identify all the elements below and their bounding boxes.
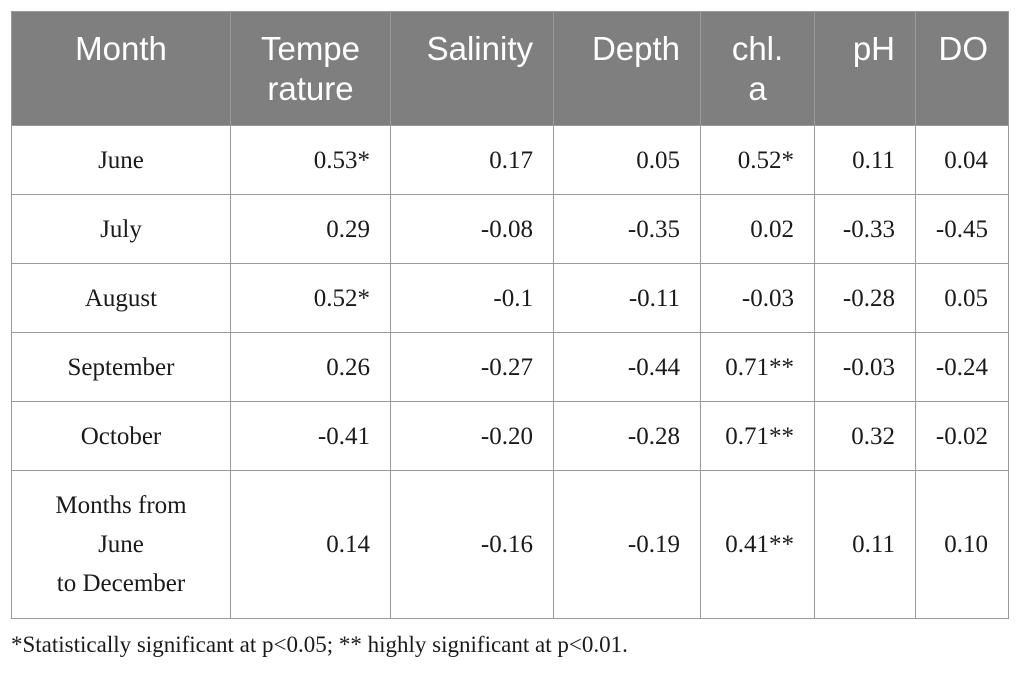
cell-temperature: 0.53* (230, 125, 391, 195)
cell-salinity: -0.08 (390, 194, 554, 264)
header-month: Month (11, 11, 231, 126)
header-temperature-text: Tempe rature (260, 30, 361, 107)
cell-do: 0.04 (915, 125, 1009, 195)
cell-salinity: -0.16 (390, 470, 554, 619)
cell-do: -0.02 (915, 401, 1009, 471)
header-ph: pH (814, 11, 916, 126)
cell-chl-a: 0.52* (700, 125, 815, 195)
correlation-table: Month Tempe rature Salinity Depth chl. a… (11, 11, 1009, 619)
cell-temperature: 0.14 (230, 470, 391, 619)
row-month-text: Months from June to December (55, 492, 187, 597)
header-chl-a-text: chl. a (731, 30, 784, 107)
cell-do: 0.10 (915, 470, 1009, 619)
cell-do: -0.45 (915, 194, 1009, 264)
cell-chl-a: -0.03 (700, 263, 815, 333)
cell-depth: -0.44 (553, 332, 701, 402)
cell-temperature: -0.41 (230, 401, 391, 471)
cell-chl-a: 0.71** (700, 332, 815, 402)
row-month: Months from June to December (11, 470, 231, 619)
cell-ph: -0.03 (814, 332, 916, 402)
cell-chl-a: 0.41** (700, 470, 815, 619)
header-do: DO (915, 11, 1009, 126)
table-row: September 0.26 -0.27 -0.44 0.71** -0.03 … (11, 332, 1009, 402)
cell-salinity: -0.27 (390, 332, 554, 402)
table-row: July 0.29 -0.08 -0.35 0.02 -0.33 -0.45 (11, 194, 1009, 264)
cell-salinity: -0.1 (390, 263, 554, 333)
table-footnote: *Statistically significant at p<0.05; **… (11, 632, 628, 657)
row-month: October (11, 401, 231, 471)
cell-depth: -0.35 (553, 194, 701, 264)
cell-depth: 0.05 (553, 125, 701, 195)
cell-ph: 0.11 (814, 125, 916, 195)
table-row: Months from June to December 0.14 -0.16 … (11, 470, 1009, 619)
cell-temperature: 0.26 (230, 332, 391, 402)
row-month: September (11, 332, 231, 402)
cell-depth: -0.11 (553, 263, 701, 333)
cell-ph: 0.11 (814, 470, 916, 619)
row-month: June (11, 125, 231, 195)
table-row: August 0.52* -0.1 -0.11 -0.03 -0.28 0.05 (11, 263, 1009, 333)
cell-salinity: -0.20 (390, 401, 554, 471)
cell-salinity: 0.17 (390, 125, 554, 195)
header-row: Month Tempe rature Salinity Depth chl. a… (11, 11, 1009, 126)
header-depth: Depth (553, 11, 701, 126)
cell-do: -0.24 (915, 332, 1009, 402)
header-temperature: Tempe rature (230, 11, 391, 126)
cell-ph: -0.28 (814, 263, 916, 333)
cell-ph: 0.32 (814, 401, 916, 471)
cell-temperature: 0.29 (230, 194, 391, 264)
cell-depth: -0.19 (553, 470, 701, 619)
cell-chl-a: 0.02 (700, 194, 815, 264)
cell-ph: -0.33 (814, 194, 916, 264)
cell-do: 0.05 (915, 263, 1009, 333)
row-month: July (11, 194, 231, 264)
header-salinity: Salinity (390, 11, 554, 126)
row-month: August (11, 263, 231, 333)
header-chl-a: chl. a (700, 11, 815, 126)
cell-temperature: 0.52* (230, 263, 391, 333)
table-row: October -0.41 -0.20 -0.28 0.71** 0.32 -0… (11, 401, 1009, 471)
cell-chl-a: 0.71** (700, 401, 815, 471)
cell-depth: -0.28 (553, 401, 701, 471)
table-row: June 0.53* 0.17 0.05 0.52* 0.11 0.04 (11, 125, 1009, 195)
